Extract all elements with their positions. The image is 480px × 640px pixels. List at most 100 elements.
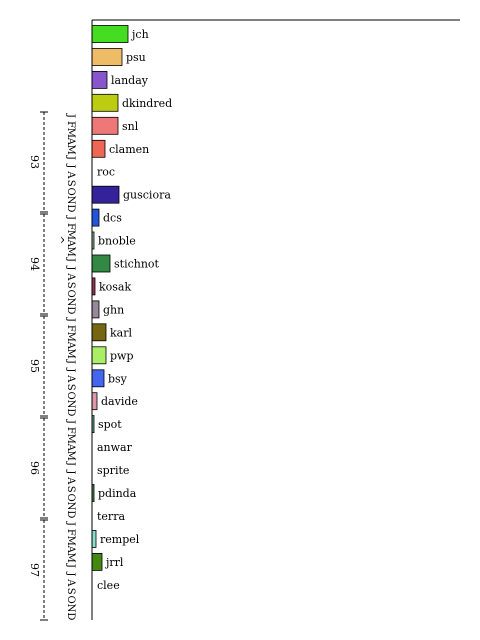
bar-jch [91, 25, 129, 43]
month-label: J [65, 359, 76, 364]
year-label: 97 [28, 563, 41, 577]
month-label: J [65, 571, 76, 576]
bar-label-dcs: dcs [103, 212, 122, 225]
month-label: J [65, 461, 76, 466]
bar-label-stichnot: stichnot [114, 258, 160, 271]
month-label: F [65, 325, 76, 332]
bar-label-jrrl: jrrl [104, 556, 124, 569]
month-label: J [65, 469, 76, 474]
month-label: M [65, 450, 76, 460]
month-label: S [65, 588, 76, 595]
month-label: F [65, 121, 76, 128]
month-label: O [65, 595, 76, 603]
bar-label-davide: davide [101, 395, 138, 408]
year-label: 94 [28, 257, 41, 271]
month-label: O [65, 187, 76, 195]
bar-rempel [91, 530, 97, 548]
bar-landay [91, 71, 108, 89]
month-label: D [65, 408, 76, 416]
chart-frame [91, 19, 460, 620]
month-label: J [65, 265, 76, 270]
month-label: D [65, 306, 76, 314]
month-label: S [65, 282, 76, 289]
bar-label-terra: terra [97, 510, 125, 523]
bar-label-landay: landay [111, 74, 149, 87]
month-label: N [65, 400, 76, 409]
current-time-marker: ^ [53, 235, 66, 244]
bar-label-pdinda: pdinda [98, 487, 137, 500]
month-label: A [65, 374, 76, 383]
month-label: A [65, 545, 76, 554]
bar-label-bsy: bsy [108, 372, 128, 385]
bar-snl [91, 116, 119, 135]
month-label: J [65, 563, 76, 568]
year-label: 93 [28, 155, 41, 169]
month-label: A [65, 170, 76, 179]
month-label: M [65, 332, 76, 342]
bar-pwp [91, 346, 107, 365]
month-label: D [65, 612, 76, 620]
bars: jch psu landay dkindred snl clamen roc gusciora… [91, 25, 172, 592]
month-label: J [65, 163, 76, 168]
month-label: F [65, 427, 76, 434]
month-label: J [65, 367, 76, 372]
bar-label-dkindred: dkindred [122, 97, 172, 110]
month-label: M [65, 144, 76, 154]
month-label: N [65, 196, 76, 205]
bar-label-jch: jch [130, 28, 149, 41]
bar-dkindred [91, 93, 119, 112]
bar-label-kosak: kosak [99, 280, 131, 293]
month-label: M [65, 230, 76, 240]
bar-label-snl: snl [122, 120, 139, 133]
bar-label-pwp: pwp [110, 349, 134, 362]
bar-jrrl [91, 553, 103, 571]
bar-label-roc: roc [97, 166, 115, 179]
bar-dcs [91, 208, 100, 227]
bar-label-psu: psu [126, 51, 146, 64]
month-label: J [65, 317, 76, 322]
bar-label-rempel: rempel [100, 533, 140, 546]
month-label: J [65, 419, 76, 424]
bar-gusciora [91, 185, 120, 204]
month-label: O [65, 493, 76, 501]
month-label: M [65, 536, 76, 546]
month-label: S [65, 486, 76, 493]
month-label: N [65, 298, 76, 307]
month-label: F [65, 529, 76, 536]
bar-label-anwar: anwar [97, 441, 133, 454]
month-label: S [65, 384, 76, 391]
month-label: M [65, 348, 76, 358]
bar-davide [91, 392, 98, 411]
bar-label-ghn: ghn [103, 303, 124, 316]
month-label: O [65, 391, 76, 399]
bar-clamen [91, 139, 106, 158]
year-label: 96 [28, 461, 41, 475]
month-label: S [65, 180, 76, 187]
month-label: A [65, 476, 76, 485]
bar-label-karl: karl [110, 326, 132, 339]
bar-bsy [91, 369, 105, 388]
month-label: A [65, 341, 76, 350]
month-label: O [65, 289, 76, 297]
month-label: N [65, 604, 76, 613]
bar-label-bnoble: bnoble [98, 235, 136, 248]
month-label: A [65, 239, 76, 248]
year-label: 95 [28, 359, 41, 373]
month-label: J [65, 113, 76, 118]
bar-label-gusciora: gusciora [123, 189, 171, 202]
month-label: A [65, 578, 76, 587]
month-label: A [65, 272, 76, 281]
month-label: M [65, 434, 76, 444]
month-label: J [65, 215, 76, 220]
bar-karl [91, 323, 107, 342]
bar-ghn [91, 300, 100, 319]
month-label: D [65, 510, 76, 518]
month-label: J [65, 155, 76, 160]
month-label: F [65, 223, 76, 230]
